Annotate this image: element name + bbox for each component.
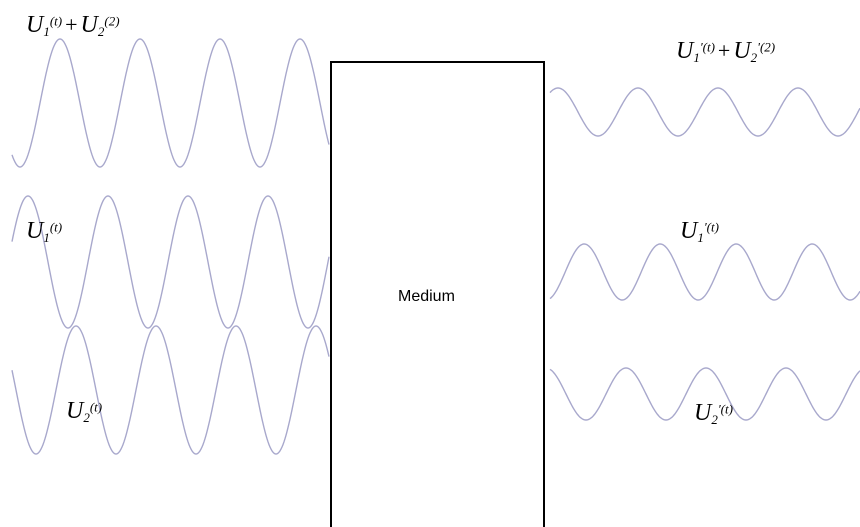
label-incident-u1: U1(t): [26, 218, 63, 246]
medium-box: [330, 61, 545, 527]
label-transmitted-sum: U1'(t) + U2'(2): [676, 38, 776, 66]
label-transmitted-u1: U1'(t): [680, 218, 719, 246]
incident-u1-wave: [11, 195, 330, 329]
transmitted-u2-wave: [549, 367, 860, 421]
label-incident-u2: U2(t): [66, 398, 103, 426]
label-transmitted-u2: U2'(t): [694, 400, 733, 428]
waves-group: [11, 38, 860, 455]
medium-label: Medium: [398, 288, 455, 305]
incident-u2-wave: [11, 325, 330, 455]
label-incident-sum: U1(t) + U2(2): [26, 12, 120, 40]
incident-sum-wave: [11, 38, 330, 168]
transmitted-u1-wave: [549, 243, 860, 301]
transmitted-sum-wave: [549, 87, 860, 137]
